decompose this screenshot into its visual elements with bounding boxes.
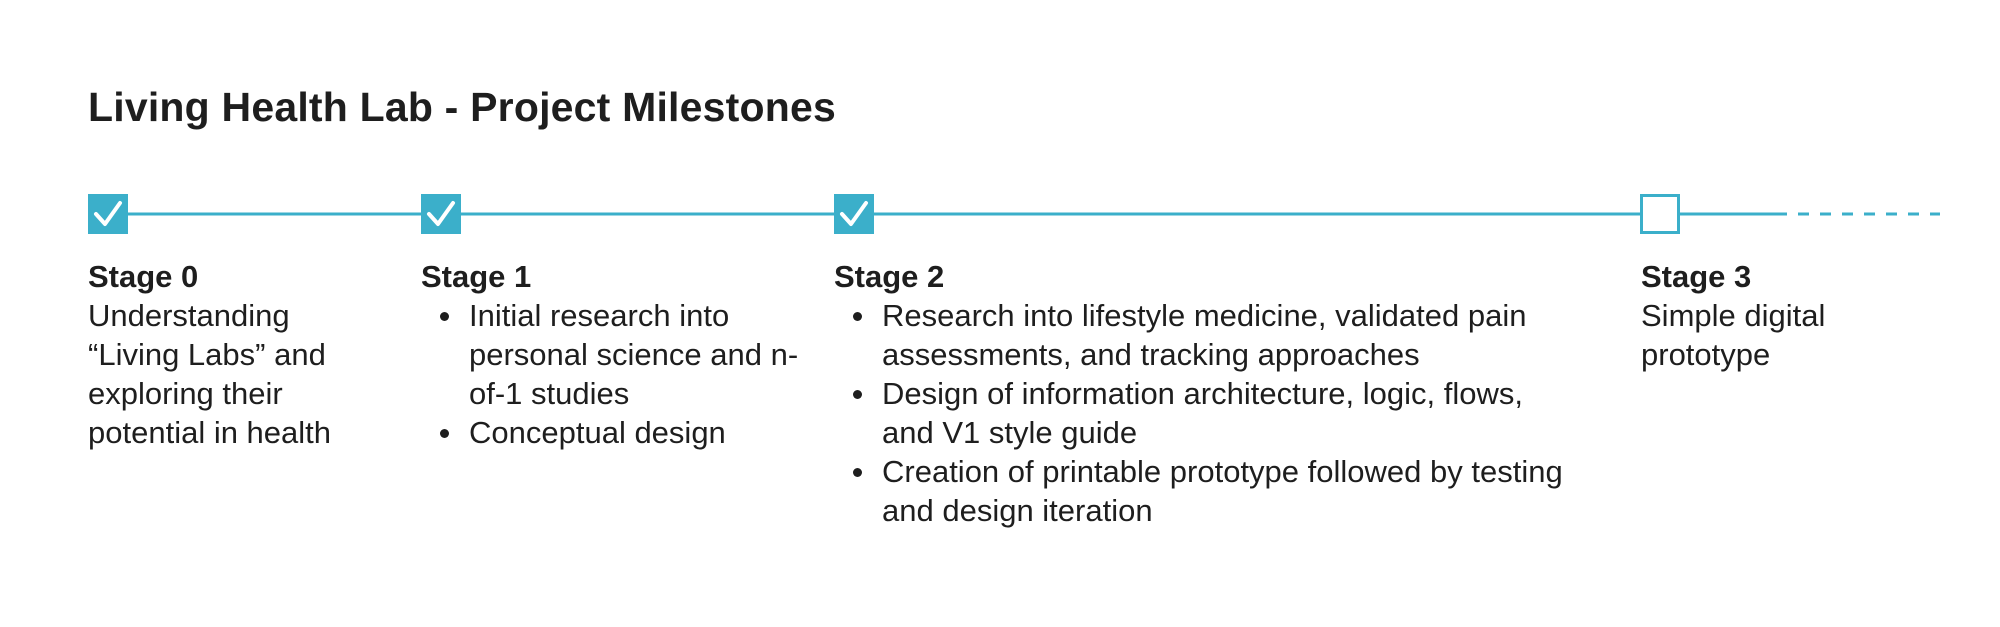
- page-title: Living Health Lab - Project Milestones: [88, 84, 837, 130]
- list-item: Initial research into personal science a…: [440, 296, 801, 413]
- checkmark-icon: [427, 201, 455, 226]
- milestone-marker-stage-0: [88, 194, 128, 234]
- stage-title: Stage 2: [834, 259, 945, 294]
- milestone-marker-stage-2: [834, 194, 874, 234]
- stage-bullet-list: Research into lifestyle medicine, valida…: [834, 296, 1574, 530]
- milestone-stage-0: Stage 0 Understanding “Living Labs” and …: [88, 257, 378, 452]
- checkbox-checked-icon: [88, 194, 128, 234]
- checkbox-checked-icon: [421, 194, 461, 234]
- stage-title: Stage 0: [88, 259, 199, 294]
- stage-description: Understanding “Living Labs” and explorin…: [88, 298, 332, 450]
- milestone-stage-3: Stage 3 Simple digital prototype: [1641, 257, 1901, 374]
- milestone-marker-stage-1: [421, 194, 461, 234]
- list-item: Research into lifestyle medicine, valida…: [853, 296, 1574, 374]
- checkbox-checked-icon: [834, 194, 874, 234]
- stage-description: Simple digital prototype: [1641, 298, 1826, 372]
- list-item: Conceptual design: [440, 413, 801, 452]
- list-item: Creation of printable prototype followed…: [853, 452, 1574, 530]
- checkmark-icon: [840, 201, 868, 226]
- milestone-marker-stage-3: [1640, 194, 1680, 234]
- milestone-stage-2: Stage 2 Research into lifestyle medicine…: [834, 257, 1574, 530]
- checkmark-icon: [94, 201, 122, 226]
- stage-title: Stage 1: [421, 259, 532, 294]
- stage-bullet-list: Initial research into personal science a…: [421, 296, 801, 452]
- milestone-stage-1: Stage 1 Initial research into personal s…: [421, 257, 801, 452]
- list-item: Design of information architecture, logi…: [853, 374, 1574, 452]
- stage-title: Stage 3: [1641, 259, 1752, 294]
- checkbox-empty-icon: [1640, 194, 1680, 234]
